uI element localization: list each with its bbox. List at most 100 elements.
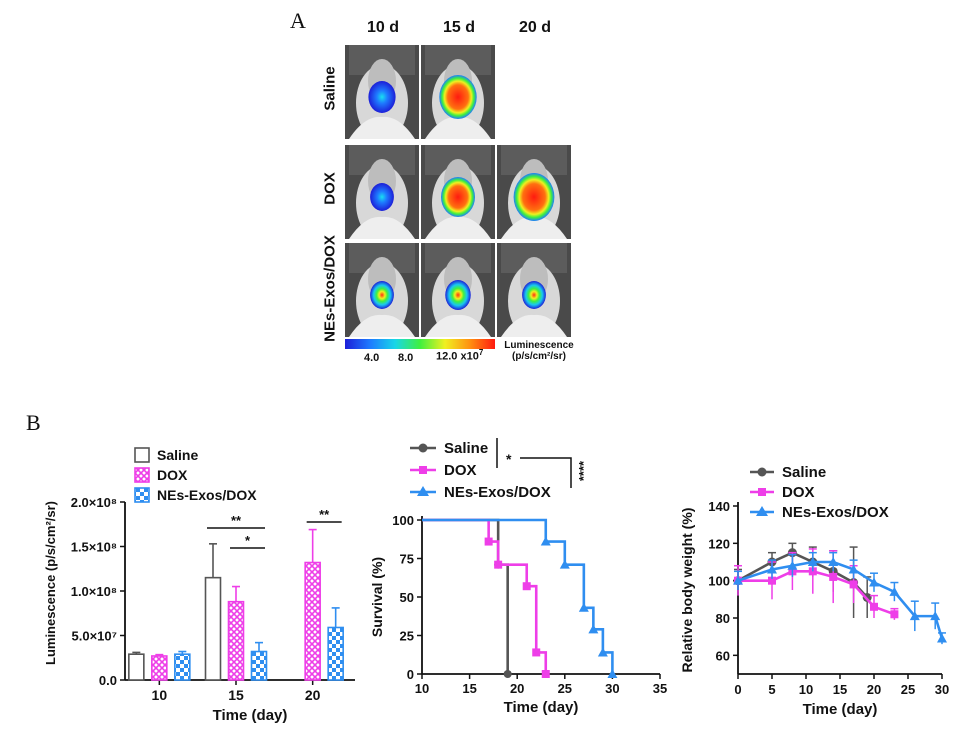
mouse-image-saline-15d [421,45,495,139]
bioluminescence-signal [522,281,546,309]
survival-marker [607,669,618,678]
panel-b-letter: B [26,410,41,435]
survival-marker [532,648,541,657]
survival-legend-label: DOX [444,462,477,479]
survival-x-tick-label: 15 [462,681,476,696]
survival-line-nesexosdox [422,518,614,674]
weight-point [930,611,941,621]
weight-point [768,576,776,585]
survival-y-tick-label: 75 [400,552,414,567]
row-label-saline: Saline [321,66,339,111]
panel-a-letter: A [290,8,306,33]
mouse-image-dox-20d [497,145,571,239]
bar-legend-label: DOX [157,467,188,483]
bar-dox-20 [304,561,321,681]
weight-point [870,602,878,611]
weight-y-axis-label: Relative body weight (%) [679,508,695,673]
body-weight-chart: 0 5 10 15 20 25 30 60 80 100 120 140 Relative body w… [679,464,949,718]
bioluminescence-signal [441,177,475,217]
weight-x-axis-label: Time (day) [803,701,878,718]
survival-y-tick-label: 100 [392,513,414,528]
weight-legend-marker [758,488,766,496]
weight-point [829,572,838,581]
survival-x-tick-label: 25 [558,681,572,696]
bioluminescence-signal [445,280,471,310]
bar-nesexosdox-10 [174,653,191,681]
survival-significance-label: * [506,451,512,467]
bar-x-tick-label: 20 [305,687,321,703]
weight-x-tick-label: 20 [867,682,881,697]
survival-marker [540,536,551,546]
survival-marker [484,537,493,546]
weight-point [889,586,900,596]
bar-y-tick-label: 1.5×10⁸ [71,540,117,555]
mouse-image-saline-10d [345,45,419,139]
survival-marker [559,559,570,569]
luminescence-bar-chart: 0.0 5.0×10⁷ 1.0×10⁸ 1.5×10⁸ 2.0×10⁸ Luminesce… [43,447,355,724]
bar-legend-label: NEs-Exos/DOX [157,487,257,503]
row-label-nes-exos-dox: NEs-Exos/DOX [321,235,339,342]
weight-point [909,611,920,621]
bioluminescence-signal [370,281,394,309]
weight-point [849,580,858,589]
survival-marker [494,560,503,569]
bioluminescence-signal [513,173,555,221]
bar-significance-label: ** [231,513,242,528]
bar-dox-15 [227,600,245,681]
bar-x-axis-label: Time (day) [213,707,288,724]
survival-significance-bracket [520,457,572,488]
weight-point [767,564,777,574]
survival-marker [503,670,512,678]
survival-x-tick-label: 30 [605,681,619,696]
survival-marker [578,602,589,612]
weight-y-tick-label: 80 [716,611,730,626]
survival-y-tick-label: 50 [400,590,414,605]
column-label-20d: 20 d [518,19,551,36]
mouse-image-nesexosdox-15d [421,243,495,337]
survival-y-axis-label: Survival (%) [369,557,385,637]
weight-x-tick-label: 30 [935,682,949,697]
survival-y-tick-label: 25 [400,629,414,644]
bar-y-tick-label: 5.0×10⁷ [72,629,118,644]
survival-legend-label: Saline [444,440,488,457]
bar-y-tick-label: 2.0×10⁸ [71,495,117,510]
bar-nesexosdox-15 [250,650,268,681]
bar-legend-swatch [134,487,150,503]
weight-legend-label: NEs-Exos/DOX [782,504,889,521]
colorbar-tick-12: 12.0 x107 [436,348,484,363]
bar-x-tick-label: 15 [228,687,244,703]
weight-y-tick-label: 140 [708,499,730,514]
survival-line-saline [422,518,509,674]
bar-saline-15 [204,576,222,681]
weight-x-tick-label: 10 [799,682,813,697]
bioluminescence-signal [370,183,394,211]
bar-saline-10 [128,653,145,681]
mouse-image-dox-10d [345,145,419,239]
mouse-image-dox-15d [421,145,495,239]
mouse-image-nesexosdox-10d [345,243,419,337]
survival-y-tick-label: 0 [407,667,414,682]
mouse-image-nesexosdox-20d [497,243,571,337]
bar-y-tick-label: 0.0 [99,673,117,688]
bar-dox-10 [151,655,168,681]
survival-x-tick-label: 35 [653,681,667,696]
luminescence-colorbar [345,339,495,349]
survival-legend-marker [417,486,429,496]
weight-point [890,610,899,619]
survival-marker [522,582,531,591]
bar-legend-swatch [134,447,150,463]
column-label-10d: 10 d [366,19,399,36]
survival-x-axis-label: Time (day) [504,699,579,716]
bar-significance-label: ** [319,507,330,522]
panel-a: A 10 d 15 d 20 d Saline DOX NEs-Exos/DOX… [290,8,574,364]
weight-y-tick-label: 100 [708,574,730,589]
survival-curve-chart: 10 15 20 25 30 35 0 25 50 75 100 Survival (%) Time (… [369,438,667,716]
weight-x-tick-label: 5 [768,682,775,697]
colorbar-tick-4: 4.0 [364,352,380,364]
weight-point [848,564,859,574]
bar-legend-label: Saline [157,447,198,463]
survival-x-tick-label: 20 [510,681,524,696]
weight-point [937,633,947,643]
bar-y-axis-label: Luminescence (p/s/cm²/sr) [43,501,58,665]
bar-y-tick-label: 1.0×10⁸ [71,584,117,599]
